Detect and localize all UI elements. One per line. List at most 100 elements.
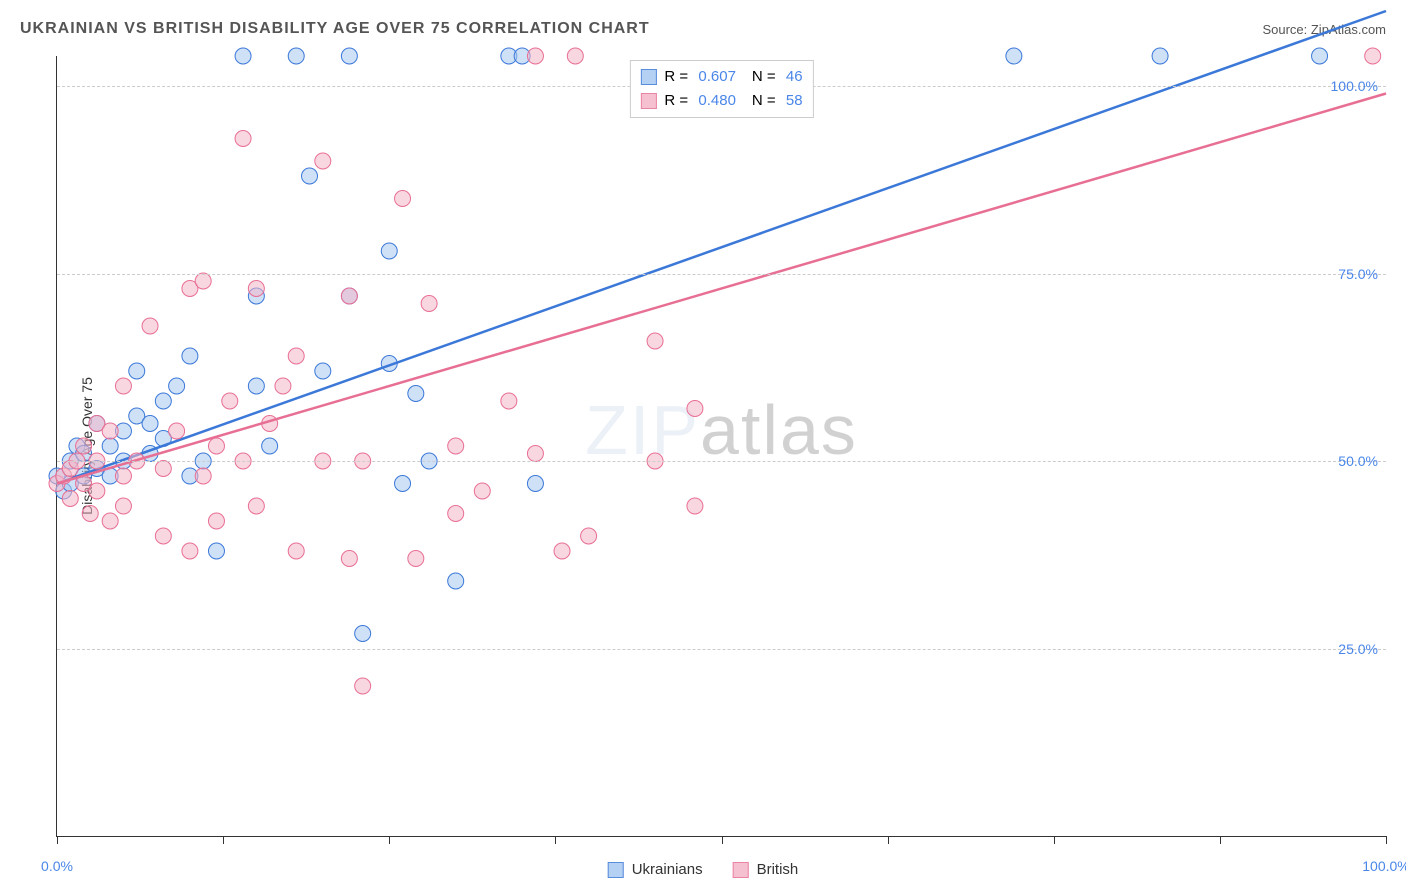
swatch-british-icon bbox=[733, 862, 749, 878]
scatter-point bbox=[208, 543, 224, 559]
scatter-point bbox=[235, 453, 251, 469]
swatch-ukrainians bbox=[640, 69, 656, 85]
legend-item-british: British bbox=[733, 861, 799, 878]
scatter-point bbox=[169, 423, 185, 439]
scatter-point bbox=[82, 506, 98, 522]
scatter-point bbox=[142, 416, 158, 432]
scatter-point bbox=[1152, 48, 1168, 64]
scatter-point bbox=[341, 48, 357, 64]
scatter-point bbox=[527, 476, 543, 492]
legend-row-british: R = 0.480 N = 58 bbox=[640, 89, 802, 113]
scatter-point bbox=[262, 438, 278, 454]
scatter-point bbox=[182, 543, 198, 559]
scatter-point bbox=[288, 348, 304, 364]
source-label: Source: ZipAtlas.com bbox=[1262, 22, 1386, 37]
scatter-point bbox=[195, 468, 211, 484]
legend-item-ukrainians: Ukrainians bbox=[608, 861, 703, 878]
scatter-point bbox=[381, 243, 397, 259]
scatter-point bbox=[687, 498, 703, 514]
scatter-point bbox=[115, 498, 131, 514]
scatter-point bbox=[248, 281, 264, 297]
r-value-ukrainians: 0.607 bbox=[698, 65, 736, 89]
scatter-point bbox=[248, 498, 264, 514]
scatter-point bbox=[315, 453, 331, 469]
r-label: R = bbox=[664, 65, 690, 89]
scatter-point bbox=[182, 348, 198, 364]
scatter-point bbox=[421, 453, 437, 469]
scatter-point bbox=[527, 48, 543, 64]
scatter-point bbox=[69, 453, 85, 469]
scatter-point bbox=[62, 491, 78, 507]
scatter-point bbox=[647, 333, 663, 349]
scatter-point bbox=[102, 423, 118, 439]
r-value-british: 0.480 bbox=[698, 89, 736, 113]
scatter-point bbox=[395, 476, 411, 492]
scatter-point bbox=[1006, 48, 1022, 64]
n-label: N = bbox=[752, 89, 778, 113]
scatter-point bbox=[395, 191, 411, 207]
n-value-ukrainians: 46 bbox=[786, 65, 803, 89]
legend-series: Ukrainians British bbox=[608, 861, 799, 878]
legend-label-british: British bbox=[757, 861, 799, 878]
scatter-point bbox=[647, 453, 663, 469]
scatter-point bbox=[248, 378, 264, 394]
y-tick-label: 50.0% bbox=[1338, 453, 1378, 469]
scatter-point bbox=[155, 461, 171, 477]
chart-plot-area: ZIPatlas R = 0.607 N = 46 R = 0.480 N = … bbox=[56, 56, 1386, 837]
scatter-point bbox=[235, 48, 251, 64]
scatter-point bbox=[102, 513, 118, 529]
scatter-point bbox=[302, 168, 318, 184]
scatter-point bbox=[142, 318, 158, 334]
scatter-svg bbox=[57, 56, 1386, 836]
scatter-point bbox=[581, 528, 597, 544]
scatter-point bbox=[115, 468, 131, 484]
legend-label-ukrainians: Ukrainians bbox=[632, 861, 703, 878]
scatter-point bbox=[288, 48, 304, 64]
r-label: R = bbox=[664, 89, 690, 113]
scatter-point bbox=[341, 288, 357, 304]
n-value-british: 58 bbox=[786, 89, 803, 113]
scatter-point bbox=[474, 483, 490, 499]
scatter-point bbox=[527, 446, 543, 462]
scatter-point bbox=[235, 131, 251, 147]
chart-title: UKRAINIAN VS BRITISH DISABILITY AGE OVER… bbox=[20, 20, 650, 38]
scatter-point bbox=[115, 378, 131, 394]
scatter-point bbox=[169, 378, 185, 394]
scatter-point bbox=[408, 386, 424, 402]
n-label: N = bbox=[752, 65, 778, 89]
scatter-point bbox=[567, 48, 583, 64]
y-tick-label: 75.0% bbox=[1338, 266, 1378, 282]
swatch-british bbox=[640, 93, 656, 109]
scatter-point bbox=[315, 153, 331, 169]
scatter-point bbox=[288, 543, 304, 559]
legend-correlation: R = 0.607 N = 46 R = 0.480 N = 58 bbox=[629, 60, 813, 118]
scatter-point bbox=[408, 551, 424, 567]
scatter-point bbox=[155, 528, 171, 544]
scatter-point bbox=[208, 513, 224, 529]
scatter-point bbox=[355, 678, 371, 694]
scatter-point bbox=[129, 363, 145, 379]
scatter-point bbox=[687, 401, 703, 417]
scatter-point bbox=[315, 363, 331, 379]
scatter-point bbox=[448, 506, 464, 522]
x-tick-label-right: 100.0% bbox=[1362, 858, 1406, 874]
x-tick-label-left: 0.0% bbox=[41, 858, 73, 874]
scatter-point bbox=[501, 393, 517, 409]
scatter-point bbox=[341, 551, 357, 567]
scatter-point bbox=[195, 273, 211, 289]
scatter-point bbox=[195, 453, 211, 469]
scatter-point bbox=[448, 573, 464, 589]
scatter-point bbox=[1312, 48, 1328, 64]
scatter-point bbox=[448, 438, 464, 454]
scatter-point bbox=[208, 438, 224, 454]
swatch-ukrainians-icon bbox=[608, 862, 624, 878]
scatter-point bbox=[355, 453, 371, 469]
scatter-point bbox=[102, 438, 118, 454]
y-tick-label: 100.0% bbox=[1331, 78, 1378, 94]
scatter-point bbox=[355, 626, 371, 642]
scatter-point bbox=[421, 296, 437, 312]
scatter-point bbox=[89, 483, 105, 499]
scatter-point bbox=[554, 543, 570, 559]
scatter-point bbox=[222, 393, 238, 409]
scatter-point bbox=[89, 453, 105, 469]
